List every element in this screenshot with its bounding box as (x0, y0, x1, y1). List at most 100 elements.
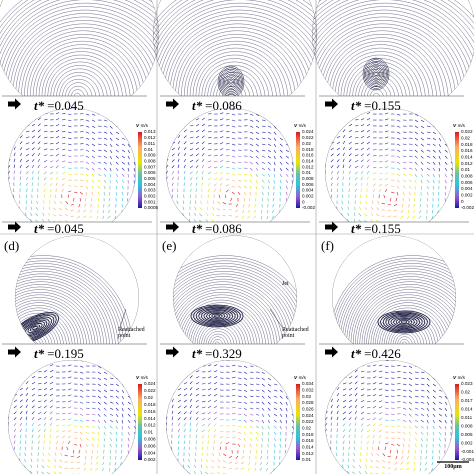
velocity-vector (436, 221, 440, 222)
velocity-vector (336, 422, 339, 427)
velocity-vector (67, 430, 72, 433)
velocity-vector (330, 159, 334, 163)
velocity-vector (402, 155, 407, 158)
velocity-vector (43, 405, 47, 409)
velocity-vector (55, 147, 60, 151)
velocity-vector (225, 189, 229, 193)
vortex-line (367, 64, 385, 84)
velocity-vector (13, 387, 18, 391)
velocity-vector (183, 158, 187, 163)
velocity-vector (166, 363, 169, 367)
velocity-vector (348, 376, 353, 379)
velocity-vector (366, 170, 370, 175)
colorbar-tick-label: 0.01 (144, 147, 153, 152)
velocity-vector (347, 212, 350, 217)
velocity-vector (354, 381, 358, 385)
velocity-vector (213, 411, 217, 415)
velocity-vector (31, 381, 36, 385)
velocity-vector (83, 209, 87, 213)
velocity-vector (225, 194, 227, 199)
velocity-vector (222, 466, 227, 469)
velocity-vector (115, 365, 120, 368)
velocity-vector (95, 467, 99, 471)
velocity-vector (400, 461, 404, 465)
velocity-vector (171, 404, 174, 409)
velocity-vector (414, 137, 418, 141)
velocity-vector (37, 164, 40, 169)
velocity-vector (212, 206, 215, 211)
velocity-vector (414, 449, 416, 454)
velocity-vector (91, 149, 96, 153)
velocity-vector (267, 137, 272, 140)
velocity-vector (426, 197, 429, 202)
velocity-vector (115, 167, 119, 171)
streamline (399, 339, 410, 344)
velocity-vector (249, 443, 252, 448)
velocity-vector (273, 407, 278, 410)
velocity-vector (43, 428, 46, 433)
velocity-vector (354, 363, 358, 367)
velocity-vector (127, 407, 131, 411)
velocity-vector (97, 383, 102, 387)
velocity-vector (354, 393, 358, 397)
velocity-vector (384, 189, 388, 193)
velocity-vector (103, 389, 108, 393)
velocity-vector (438, 401, 443, 404)
velocity-vector (325, 122, 328, 127)
velocity-vector (8, 458, 9, 463)
velocity-vector (261, 383, 265, 387)
velocity-vector (177, 440, 180, 445)
velocity-vector (195, 452, 197, 457)
velocity-vector (79, 401, 84, 404)
velocity-vector (121, 228, 122, 231)
velocity-vector (369, 465, 374, 469)
velocity-vector (378, 183, 383, 187)
colorbar-tick-label: 0.013 (144, 129, 156, 134)
velocity-vector (438, 437, 442, 442)
velocity-vector (58, 465, 63, 469)
velocity-vector (11, 212, 15, 217)
velocity-vector (91, 137, 96, 140)
velocity-vector (396, 113, 401, 116)
velocity-vector (102, 215, 105, 220)
velocity-vector (8, 112, 12, 115)
velocity-vector (360, 382, 365, 385)
velocity-vector (25, 404, 28, 409)
vortex-line (365, 60, 387, 88)
vortex-line (213, 314, 220, 318)
velocity-vector (436, 234, 439, 236)
velocity-vector (183, 129, 187, 133)
velocity-vector (85, 113, 90, 116)
velocity-vector (242, 449, 245, 454)
velocity-vector (67, 382, 72, 385)
vortex-line (211, 313, 223, 319)
velocity-vector (85, 407, 90, 409)
velocity-vector (271, 221, 275, 222)
velocity-vector (279, 383, 283, 387)
velocity-vector (201, 135, 205, 139)
colorbar-tick-label: 0.02 (461, 136, 470, 141)
velocity-vector (273, 431, 277, 435)
velocity-vector (261, 167, 266, 171)
velocity-vector (55, 182, 58, 187)
velocity-vector (396, 389, 401, 391)
velocity-vector (19, 422, 23, 427)
velocity-vector (19, 393, 23, 397)
velocity-vector (25, 142, 30, 145)
velocity-vector (25, 363, 29, 367)
velocity-vector (176, 470, 179, 474)
velocity-vector (13, 158, 16, 163)
velocity-vector (255, 395, 260, 398)
velocity-vector (330, 170, 334, 175)
velocity-vector (342, 170, 344, 175)
velocity-vector (237, 185, 242, 189)
colorbar-tick-label: 0.006 (144, 443, 156, 448)
velocity-vector (330, 231, 331, 234)
velocity-vector (273, 119, 277, 123)
velocity-vector (183, 411, 187, 415)
velocity-vector (354, 125, 359, 127)
velocity-vector (19, 387, 24, 391)
velocity-vector (195, 159, 199, 163)
velocity-vector (67, 418, 72, 421)
annotation-pointer (269, 308, 283, 328)
